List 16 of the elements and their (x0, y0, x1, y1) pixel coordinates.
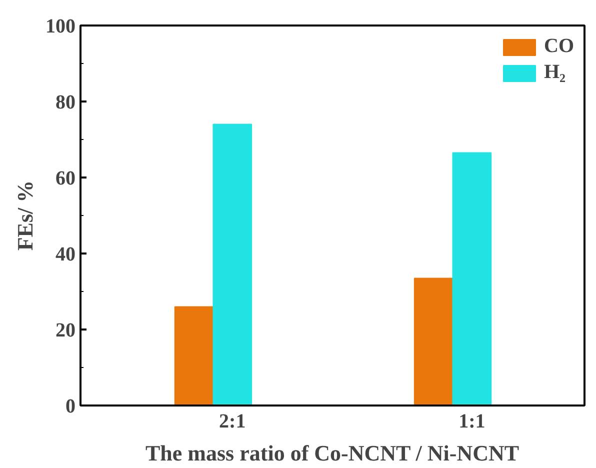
y-axis-title: FEs/ % (12, 180, 38, 251)
y-tick-label: 100 (46, 16, 76, 38)
bar (452, 152, 492, 406)
bar (212, 124, 252, 406)
y-tick-label: 60 (56, 168, 76, 190)
bar (174, 306, 214, 406)
y-tick-label: 80 (56, 92, 76, 114)
x-axis-title: The mass ratio of Co-NCNT / Ni-NCNT (146, 440, 520, 466)
y-tick-label: 0 (66, 396, 76, 418)
x-tick-label: 2:1 (219, 410, 246, 432)
bar (414, 278, 454, 406)
legend-label: CO (544, 35, 574, 58)
y-tick-label: 20 (56, 320, 76, 342)
x-tick-label: 1:1 (458, 410, 486, 432)
y-tick-label: 40 (56, 244, 76, 266)
legend-label: H₂ (544, 61, 566, 84)
